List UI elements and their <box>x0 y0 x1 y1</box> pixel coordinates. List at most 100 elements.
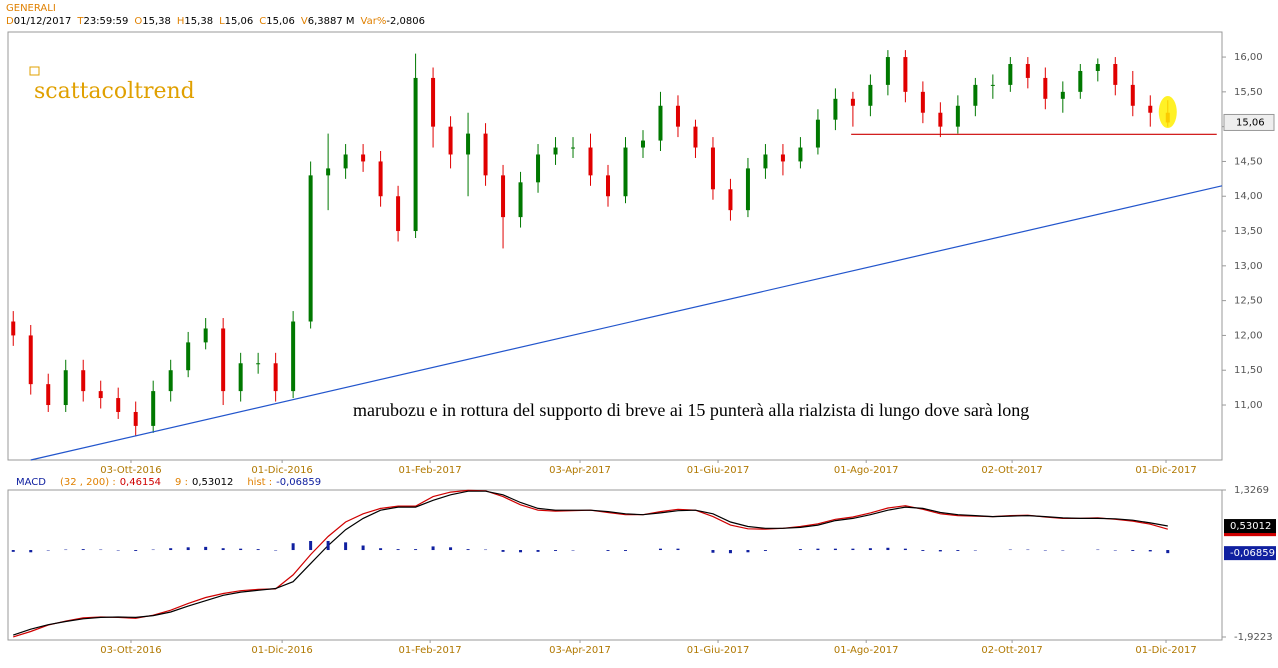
value-box <box>1224 519 1276 534</box>
hist-bar <box>169 548 173 551</box>
x-tick-label: 02-Ott-2017 <box>981 465 1042 476</box>
hist-bar <box>11 550 15 552</box>
candle-body <box>1043 77 1048 99</box>
candle-body <box>291 321 296 392</box>
hist-bar <box>291 543 295 551</box>
candle-body <box>396 196 401 232</box>
value-box-label: 0,53012 <box>1230 521 1271 532</box>
hist-bar <box>868 548 872 551</box>
x-tick-label: 01-Giu-2017 <box>687 465 750 476</box>
candle-body <box>448 126 453 155</box>
info-key: O <box>134 16 143 27</box>
candle-body <box>798 147 803 162</box>
candle-body <box>990 84 995 86</box>
candle-body <box>973 84 978 106</box>
hist-bar <box>309 540 313 551</box>
info-key: D <box>6 16 14 27</box>
hist-bar <box>81 549 85 551</box>
info-key: L <box>219 16 225 27</box>
candle-body <box>133 411 138 426</box>
hist-bar <box>746 550 750 553</box>
hist-bar <box>186 547 190 551</box>
candle-body <box>466 133 471 155</box>
x-tick-label: 01-Dic-2016 <box>251 645 312 656</box>
info-key: V <box>300 16 308 27</box>
candle-body <box>815 119 820 148</box>
symbol: GENERALI <box>6 3 56 14</box>
hist-bar <box>903 548 907 551</box>
macd-frame <box>7 489 1223 641</box>
info-value: 15,38 <box>184 16 214 27</box>
hist-bar <box>379 548 383 551</box>
watermark-icon <box>29 66 40 76</box>
candle-body <box>920 91 925 113</box>
hist-bar <box>431 546 435 551</box>
hist-bar <box>361 545 365 551</box>
candle-body <box>1095 64 1100 71</box>
x-tick-label: 03-Ott-2016 <box>100 645 161 656</box>
y-tick-label: -1,9223 <box>1234 632 1273 643</box>
x-tick-label: 01-Giu-2017 <box>687 645 750 656</box>
legend-params: (32 , 200) : <box>60 477 116 488</box>
last-price-label: 15,06 <box>1236 117 1265 128</box>
y-tick-label: 14,50 <box>1234 156 1263 167</box>
candle-body <box>1060 91 1065 99</box>
x-tick-label: 01-Dic-2017 <box>1135 465 1196 476</box>
legend-entry: -0,06859 <box>276 477 321 488</box>
candle-body <box>203 328 208 343</box>
candle-body <box>1078 70 1083 92</box>
candle-body <box>273 363 278 392</box>
trendline <box>30 185 1223 461</box>
candle-body <box>186 342 191 371</box>
info-value: 15,38 <box>142 16 171 27</box>
x-tick-label: 01-Dic-2017 <box>1135 645 1196 656</box>
hist-bar <box>501 550 505 552</box>
y-tick-label: 12,00 <box>1234 330 1263 341</box>
y-tick-label: 15,50 <box>1234 87 1263 98</box>
y-tick-label: 16,00 <box>1234 52 1263 63</box>
y-tick-label: 13,50 <box>1234 226 1263 237</box>
hist-bar <box>554 550 558 551</box>
info-key: Var% <box>360 16 387 27</box>
candle-body <box>116 398 121 412</box>
x-tick-label: 01-Feb-2017 <box>399 465 462 476</box>
y-tick-label: 1,3269 <box>1234 485 1269 496</box>
candle-body <box>693 126 698 148</box>
hist-bar <box>798 549 802 551</box>
candle-body <box>938 112 943 127</box>
candle-body <box>221 328 226 392</box>
legend-entry: 0,53012 <box>192 477 233 488</box>
candle-body <box>11 321 16 336</box>
candle-body <box>955 105 960 127</box>
candle-body <box>483 133 488 176</box>
y-tick-label: 14,00 <box>1234 191 1263 202</box>
macd-line <box>13 490 1168 636</box>
candle-body <box>850 98 855 106</box>
hist-bar <box>921 550 925 551</box>
legend-entry: 0,46154 <box>120 477 161 488</box>
candle-body <box>658 105 663 141</box>
hist-bar <box>606 550 610 551</box>
candle-body <box>518 182 523 218</box>
x-tick-label: 03-Apr-2017 <box>549 465 611 476</box>
candle-body <box>675 105 680 127</box>
hist-bar <box>449 547 453 551</box>
candle-body <box>81 370 86 392</box>
candle-body <box>1148 105 1153 113</box>
price-frame <box>7 31 1223 461</box>
x-tick-label: 01-Ago-2017 <box>834 465 899 476</box>
legend-title: MACD <box>16 477 46 488</box>
info-value: -2,0806 <box>386 16 425 27</box>
x-tick-label: 01-Feb-2017 <box>399 645 462 656</box>
info-key: T <box>77 16 84 27</box>
hist-bar <box>536 550 540 552</box>
legend-params: 9 : <box>175 477 188 488</box>
hist-bar <box>466 549 470 551</box>
x-tick-label: 01-Ago-2017 <box>834 645 899 656</box>
candle-body <box>1008 64 1013 85</box>
info-value: 15,06 <box>266 16 295 27</box>
hist-bar <box>938 550 942 552</box>
candle-body <box>413 77 418 232</box>
candle-body <box>885 57 890 85</box>
